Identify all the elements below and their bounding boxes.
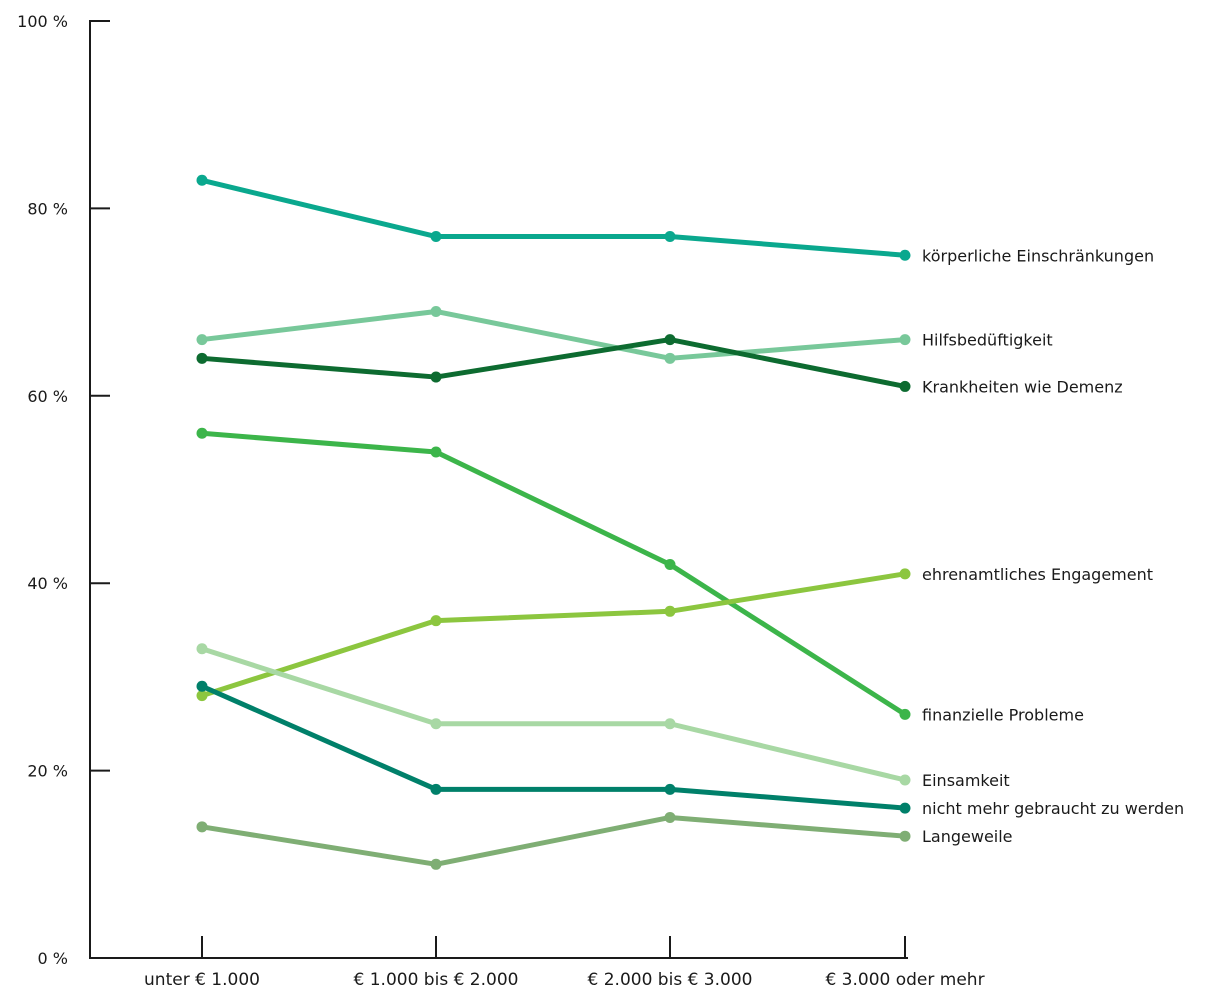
data-point <box>430 858 442 870</box>
series-group <box>196 174 911 870</box>
data-point <box>899 380 911 392</box>
x-tick-label: € 2.000 bis € 3.000 <box>588 970 753 990</box>
data-point <box>664 231 676 243</box>
series-label: Einsamkeit <box>922 771 1010 790</box>
series-6 <box>196 680 911 814</box>
series-line <box>199 308 908 361</box>
data-point <box>899 249 911 261</box>
series-label: Hilfsbedüftigkeit <box>922 331 1053 350</box>
series-line <box>199 683 908 811</box>
data-point <box>196 427 208 439</box>
series-line <box>199 646 908 783</box>
series-5 <box>196 643 911 786</box>
y-tick-label: 20 % <box>27 762 68 781</box>
data-point <box>196 334 208 346</box>
x-ticks: unter € 1.000 € 1.000 bis € 2.000 € 2.000 … <box>144 936 985 990</box>
series-label: Krankheiten wie Demenz <box>922 377 1123 396</box>
data-point <box>430 783 442 795</box>
x-tick-label: € 3.000 oder mehr <box>825 970 984 990</box>
x-tick-label: € 1.000 bis € 2.000 <box>354 970 519 990</box>
series-0 <box>196 174 911 261</box>
series-1 <box>196 305 911 364</box>
series-line <box>199 571 908 699</box>
x-tick-label: unter € 1.000 <box>144 970 260 990</box>
data-point <box>430 615 442 627</box>
data-point <box>899 708 911 720</box>
data-point <box>899 802 911 814</box>
data-point <box>430 305 442 317</box>
series-7 <box>196 811 911 870</box>
data-point <box>430 446 442 458</box>
series-label: nicht mehr gebraucht zu werden <box>922 799 1184 818</box>
series-label: Langeweile <box>922 827 1013 846</box>
series-2 <box>196 334 911 392</box>
data-point <box>430 371 442 383</box>
data-point <box>196 643 208 655</box>
data-point <box>899 568 911 580</box>
data-point <box>664 811 676 823</box>
series-labels: körperliche Einschränkungen Hilfsbedüftig… <box>922 246 1184 846</box>
data-point <box>664 352 676 364</box>
series-line <box>199 177 908 258</box>
series-line <box>199 430 908 717</box>
data-point <box>899 830 911 842</box>
data-point <box>899 774 911 786</box>
y-tick-label: 60 % <box>27 387 68 406</box>
series-label: finanzielle Probleme <box>922 705 1084 724</box>
axes <box>89 20 908 959</box>
data-point <box>664 334 676 346</box>
data-point <box>430 718 442 730</box>
series-label: körperliche Einschränkungen <box>922 246 1154 265</box>
data-point <box>664 558 676 570</box>
data-point <box>196 352 208 364</box>
data-point <box>196 174 208 186</box>
data-point <box>664 605 676 617</box>
data-point <box>430 231 442 243</box>
y-tick-label: 80 % <box>27 199 68 218</box>
y-tick-label: 100 % <box>17 12 68 31</box>
series-label: ehrenamtliches Engagement <box>922 565 1153 584</box>
series-line <box>199 814 908 867</box>
data-point <box>899 334 911 346</box>
y-ticks: 0 % 20 % 40 % 60 % 80 % 100 % <box>17 12 110 968</box>
series-line <box>199 337 908 389</box>
series-4 <box>196 568 911 702</box>
y-axis <box>89 20 908 959</box>
data-point <box>196 821 208 833</box>
data-point <box>664 718 676 730</box>
y-tick-label: 0 % <box>38 949 68 968</box>
series-3 <box>196 427 911 720</box>
y-tick-label: 40 % <box>27 574 68 593</box>
data-point <box>196 690 208 702</box>
data-point <box>196 680 208 692</box>
data-point <box>664 783 676 795</box>
